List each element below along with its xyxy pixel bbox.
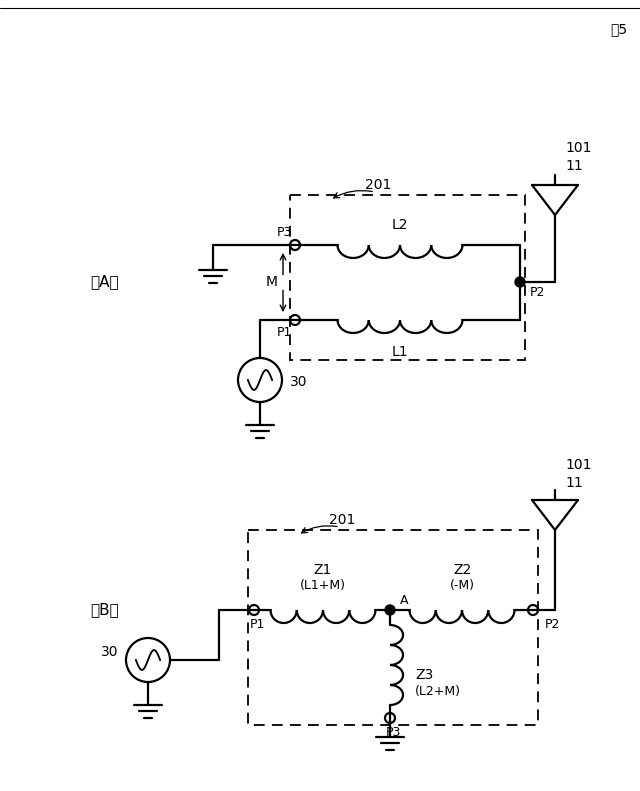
Text: 30: 30 xyxy=(290,375,307,389)
Text: L1: L1 xyxy=(392,345,408,359)
Text: P2: P2 xyxy=(530,286,545,298)
Text: A: A xyxy=(400,593,408,607)
Text: 201: 201 xyxy=(329,513,355,527)
Text: Z1: Z1 xyxy=(314,563,332,577)
Text: (-M): (-M) xyxy=(449,578,474,592)
Text: 101: 101 xyxy=(565,141,591,155)
Text: P1: P1 xyxy=(250,618,265,630)
Text: 11: 11 xyxy=(565,476,583,490)
Text: P2: P2 xyxy=(545,618,561,630)
Text: P3: P3 xyxy=(276,226,292,240)
Bar xyxy=(290,195,525,360)
Text: 図5: 図5 xyxy=(610,22,627,36)
Text: 30: 30 xyxy=(100,645,118,659)
Text: L2: L2 xyxy=(392,218,408,232)
Circle shape xyxy=(385,605,395,615)
Text: Z2: Z2 xyxy=(453,563,471,577)
Text: 201: 201 xyxy=(365,178,391,192)
Text: (L1+M): (L1+M) xyxy=(300,578,346,592)
Text: P3: P3 xyxy=(385,725,401,739)
Text: （A）: （A） xyxy=(91,274,119,290)
Bar xyxy=(248,530,538,725)
Text: P1: P1 xyxy=(276,326,292,339)
Text: M: M xyxy=(266,275,278,289)
Text: （B）: （B） xyxy=(91,603,120,618)
Circle shape xyxy=(515,277,525,287)
Text: (L2+M): (L2+M) xyxy=(415,686,461,698)
Text: 101: 101 xyxy=(565,458,591,472)
Text: Z3: Z3 xyxy=(415,668,433,682)
Text: 11: 11 xyxy=(565,159,583,173)
